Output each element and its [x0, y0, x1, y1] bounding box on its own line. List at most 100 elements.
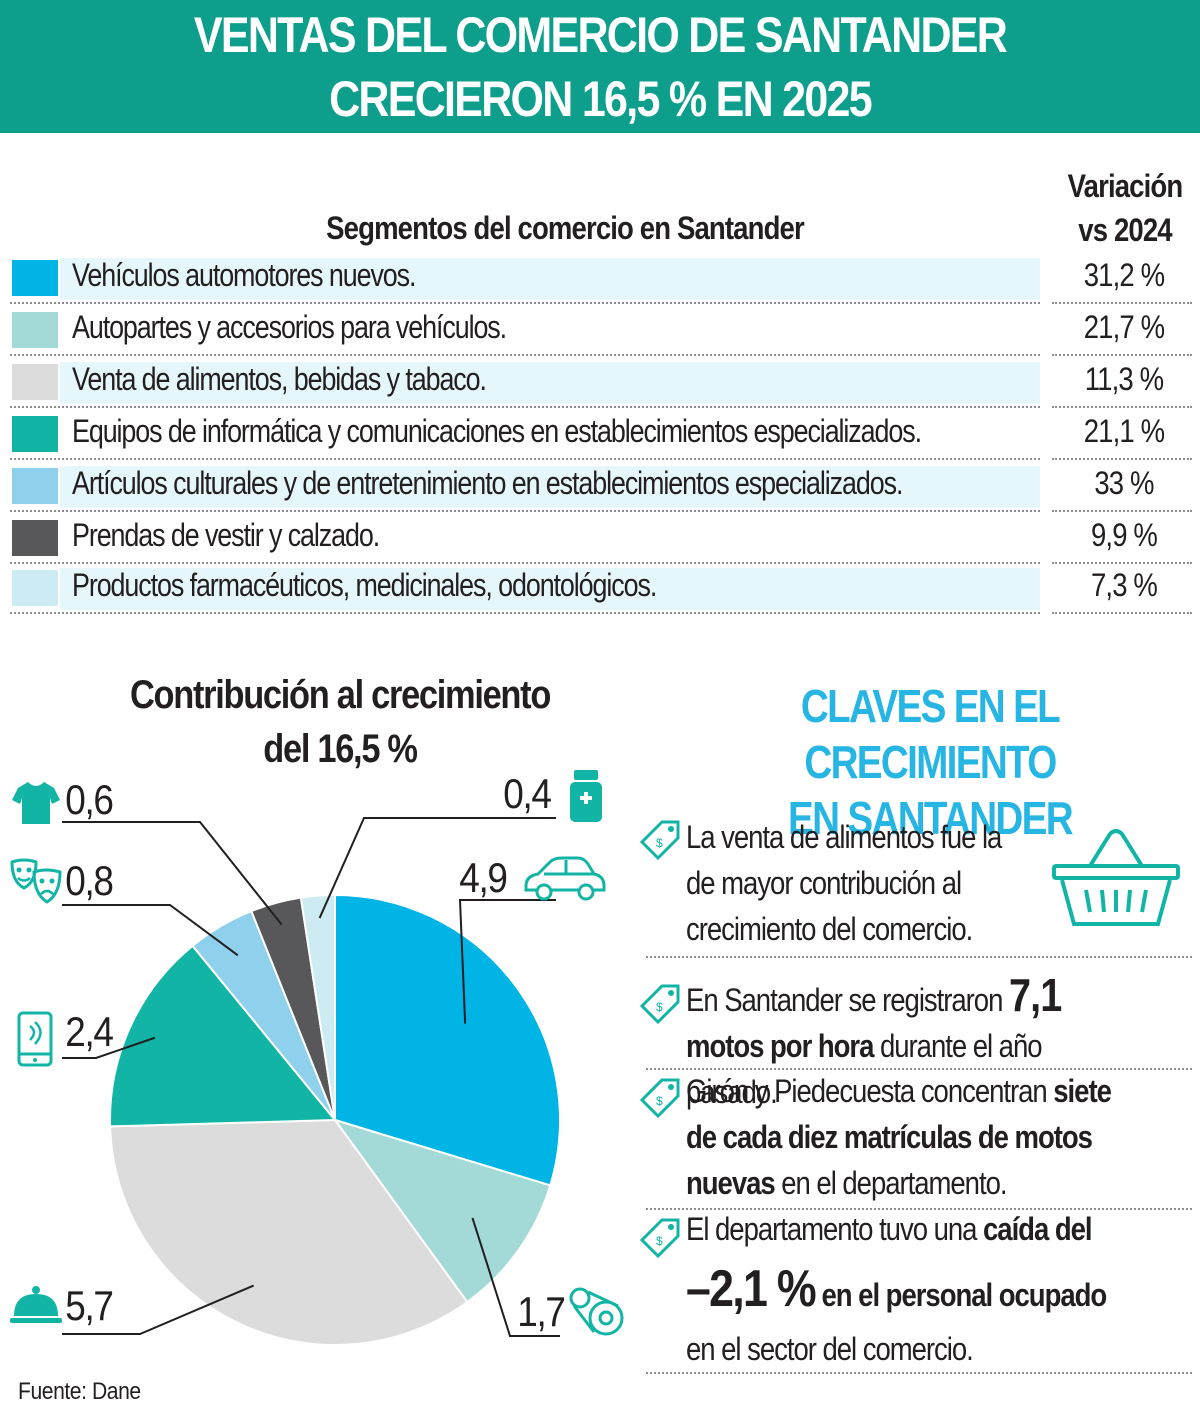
key-fact-registrations-pre: Girón y Piedecuesta concentran — [686, 1073, 1054, 1109]
key-separator — [646, 1372, 1192, 1374]
row-divider — [1052, 458, 1192, 460]
svg-text:$: $ — [656, 836, 663, 850]
pie-slice-medicine-bottle — [299, 893, 336, 1121]
row-divider — [1052, 510, 1192, 512]
color-swatch — [12, 416, 58, 452]
row-shading — [60, 258, 1040, 300]
row-divider — [10, 510, 1040, 512]
key-fact-registrations-bold: siete de cada diez matrículas de motos n… — [686, 1073, 1112, 1201]
row-divider — [10, 458, 1040, 460]
slice-label-clothing: 0,6 — [65, 776, 114, 823]
shopping-basket-icon — [1052, 829, 1180, 926]
pie-slice-smartphone — [109, 944, 338, 1128]
key-fact-motos-number: 7,1 — [1008, 969, 1062, 1021]
key-separator — [646, 1068, 1192, 1070]
contribution-pie-chart — [62, 817, 561, 1346]
header-banner: VENTAS DEL COMERCIO DE SANTANDER CRECIER… — [0, 0, 1200, 133]
slice-label-culture: 0,8 — [65, 857, 114, 904]
price-tag-icon: $ — [639, 1218, 680, 1259]
headline-line-2: CRECIERON 16,5 % EN 2025 — [329, 71, 873, 127]
key-fact-employment-pre: El departamento tuvo una — [686, 1211, 984, 1247]
price-tag-icon: $ — [639, 984, 680, 1025]
variation-value: 7,3 % — [1090, 567, 1158, 603]
source-note: Fuente: Dane — [18, 1378, 141, 1405]
svg-text:$: $ — [656, 1234, 663, 1248]
leader-line — [318, 817, 556, 919]
key-fact-employment-number: –2,1 % — [686, 1260, 817, 1318]
variation-value: 11,3 % — [1084, 361, 1164, 397]
key-fact-food-text: La venta de alimentos fue la de mayor co… — [686, 819, 1002, 947]
leader-line — [458, 899, 556, 1024]
variation-header-line-2: vs 2024 — [1078, 212, 1172, 248]
key-separator — [646, 1208, 1192, 1210]
headline-line-1: VENTAS DEL COMERCIO DE SANTANDER — [193, 7, 1008, 63]
color-swatch — [12, 468, 58, 504]
svg-text:$: $ — [656, 1094, 663, 1108]
row-shading — [60, 568, 1040, 610]
row-divider — [1052, 406, 1192, 408]
segment-label: Autopartes y accesorios para vehículos. — [72, 309, 507, 345]
row-divider — [1052, 354, 1192, 356]
table-row: Equipos de informática y comunicaciones … — [10, 412, 1192, 462]
price-tag-icon: $ — [639, 820, 680, 861]
slice-label-food: 5,7 — [65, 1282, 114, 1329]
color-swatch — [12, 364, 58, 400]
table-row: Artículos culturales y de entretenimient… — [10, 464, 1192, 514]
slice-label-it-equipment: 2,4 — [65, 1008, 114, 1055]
row-shading — [60, 466, 1040, 508]
color-swatch — [12, 260, 58, 296]
segments-header: Segmentos del comercio en Santander — [326, 210, 804, 246]
pie-slice-car — [334, 893, 561, 1187]
segment-label: Prendas de vestir y calzado. — [72, 517, 380, 553]
pie-chart-title: Contribución al crecimiento del 16,5 % — [99, 668, 581, 776]
keys-title-line-1: CLAVES EN EL CRECIMIENTO — [800, 680, 1061, 788]
smartphone-icon — [17, 1011, 53, 1067]
variation-value: 21,7 % — [1083, 309, 1165, 345]
slice-label-autoparts: 1,7 — [517, 1288, 566, 1335]
key-fact-employment-post: en el sector del comercio. — [686, 1331, 974, 1367]
key-fact-food: La venta de alimentos fue la de mayor co… — [686, 814, 1030, 952]
variation-header-line-1: Variación — [1067, 168, 1183, 204]
theater-masks-icon — [10, 858, 62, 904]
row-divider — [10, 354, 1040, 356]
key-fact-motos-bold: motos por hora — [686, 1028, 874, 1064]
leader-line — [62, 1284, 254, 1335]
key-fact-employment-bold2: en el personal ocupado — [814, 1277, 1108, 1313]
table-row: Vehículos automotores nuevos. 31,2 % — [10, 256, 1192, 306]
table-row: Autopartes y accesorios para vehículos. 2… — [10, 308, 1192, 358]
key-fact-motos-pre: En Santander se registraron — [686, 982, 1009, 1018]
key-fact-registrations: Girón y Piedecuesta concentran siete de … — [686, 1068, 1125, 1206]
slice-label-pharma: 0,4 — [503, 770, 552, 817]
svg-text:$: $ — [656, 1000, 663, 1014]
gear-belt-icon — [569, 1287, 624, 1336]
pie-slice-serving-dish — [109, 1118, 469, 1346]
pie-title-line-1: Contribución al crecimiento — [129, 673, 551, 717]
table-row: Productos farmacéuticos, medicinales, od… — [10, 566, 1192, 616]
row-divider — [10, 406, 1040, 408]
variation-header: Variación vs 2024 — [1052, 164, 1198, 252]
slice-label-vehicles: 4,9 — [459, 854, 508, 901]
key-fact-motos-post: durante el año pasado. — [686, 1028, 1043, 1110]
key-fact-employment-bold1: caída del — [983, 1211, 1093, 1247]
segment-label: Equipos de informática y comunicaciones … — [72, 413, 922, 449]
leader-line — [62, 904, 239, 957]
table-row: Prendas de vestir y calzado. 9,9 % — [10, 516, 1192, 566]
car-icon — [524, 856, 606, 901]
keys-title: CLAVES EN EL CRECIMIENTO EN SANTANDER — [703, 678, 1157, 846]
variation-value: 33 % — [1094, 465, 1154, 501]
row-divider — [1052, 302, 1192, 304]
price-tag-icon: $ — [639, 1078, 680, 1119]
segment-label: Artículos culturales y de entretenimient… — [72, 465, 903, 501]
row-divider — [1052, 562, 1192, 564]
key-fact-registrations-post: en el departamento. — [774, 1165, 1007, 1201]
row-divider — [10, 302, 1040, 304]
leader-line — [62, 1036, 156, 1059]
medicine-bottle-icon — [570, 770, 602, 822]
segment-label: Vehículos automotores nuevos. — [72, 257, 416, 293]
serving-dish-icon — [10, 1286, 62, 1323]
leader-line — [62, 821, 283, 926]
color-swatch — [12, 570, 58, 606]
variation-value: 9,9 % — [1090, 517, 1158, 553]
row-divider — [1052, 612, 1192, 614]
shirt-icon — [12, 782, 60, 824]
